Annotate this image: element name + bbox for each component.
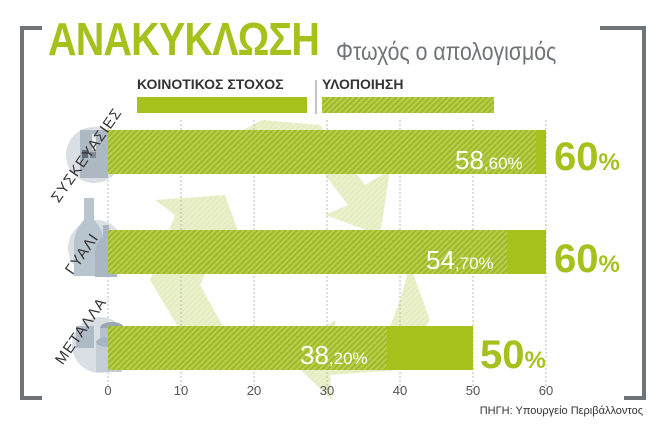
x-tick-label-60: 60 <box>538 383 554 398</box>
target-label-glass: 60% <box>554 237 620 281</box>
legend-label-target: ΚΟΙΝΟΤΙΚΟΣ ΣΤΟΧΟΣ <box>137 76 284 92</box>
x-tick-label-0: 0 <box>104 383 112 398</box>
source-note: ΠΗΓΗ: Υπουργείο Περιβάλλοντος <box>479 405 643 417</box>
value-label-metals: 38,20% <box>300 340 368 370</box>
x-tick-label-20: 20 <box>246 383 262 398</box>
legend-label-actual: ΥΛΟΠΟΙΗΣΗ <box>322 76 404 92</box>
x-tick-label-40: 40 <box>392 383 408 398</box>
target-label-packaging: 60% <box>554 135 620 179</box>
x-tick-label-10: 10 <box>173 383 189 398</box>
frame-bracket-right <box>600 26 646 400</box>
value-label-glass: 54,70% <box>426 245 494 275</box>
frame-bracket-left <box>20 26 42 400</box>
x-tick-label-30: 30 <box>319 383 335 398</box>
bar-actual-0 <box>108 130 536 174</box>
legend-swatch-target <box>137 97 307 113</box>
page-title: ΑΝΑΚΥΚΛΩΣΗ <box>48 13 320 65</box>
value-label-packaging: 58,60% <box>455 145 523 175</box>
bar-actual-1 <box>108 230 508 274</box>
bar-actual-2 <box>108 326 387 370</box>
target-label-metals: 50% <box>480 333 546 377</box>
page-subtitle: Φτωχός ο απολογισμός <box>336 38 557 66</box>
bars <box>108 130 546 370</box>
legend-swatch-actual <box>322 97 494 113</box>
x-tick-label-50: 50 <box>465 383 481 398</box>
